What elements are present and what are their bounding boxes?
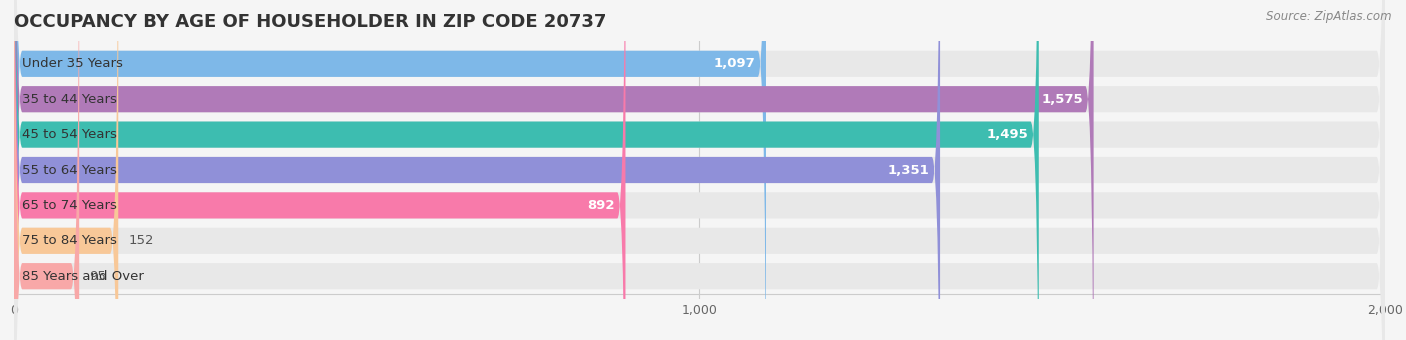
Text: 1,495: 1,495 <box>987 128 1029 141</box>
Text: 65 to 74 Years: 65 to 74 Years <box>22 199 117 212</box>
FancyBboxPatch shape <box>14 0 1385 340</box>
Text: 152: 152 <box>128 234 155 247</box>
FancyBboxPatch shape <box>14 0 1039 340</box>
FancyBboxPatch shape <box>14 0 1385 340</box>
FancyBboxPatch shape <box>14 0 1385 340</box>
Text: 1,097: 1,097 <box>714 57 755 70</box>
FancyBboxPatch shape <box>14 0 1385 340</box>
Text: 892: 892 <box>588 199 616 212</box>
Text: OCCUPANCY BY AGE OF HOUSEHOLDER IN ZIP CODE 20737: OCCUPANCY BY AGE OF HOUSEHOLDER IN ZIP C… <box>14 13 606 31</box>
FancyBboxPatch shape <box>14 0 79 340</box>
Text: 1,351: 1,351 <box>889 164 929 176</box>
FancyBboxPatch shape <box>14 0 626 340</box>
Text: Source: ZipAtlas.com: Source: ZipAtlas.com <box>1267 10 1392 23</box>
FancyBboxPatch shape <box>14 0 1385 340</box>
FancyBboxPatch shape <box>14 0 118 340</box>
Text: 45 to 54 Years: 45 to 54 Years <box>22 128 117 141</box>
Text: 95: 95 <box>90 270 107 283</box>
FancyBboxPatch shape <box>14 0 766 340</box>
Text: Under 35 Years: Under 35 Years <box>22 57 124 70</box>
FancyBboxPatch shape <box>14 0 1385 340</box>
FancyBboxPatch shape <box>14 0 1094 340</box>
FancyBboxPatch shape <box>14 0 1385 340</box>
Text: 1,575: 1,575 <box>1042 93 1084 106</box>
Text: 85 Years and Over: 85 Years and Over <box>22 270 145 283</box>
Text: 55 to 64 Years: 55 to 64 Years <box>22 164 117 176</box>
Text: 75 to 84 Years: 75 to 84 Years <box>22 234 117 247</box>
FancyBboxPatch shape <box>14 0 941 340</box>
Text: 35 to 44 Years: 35 to 44 Years <box>22 93 117 106</box>
